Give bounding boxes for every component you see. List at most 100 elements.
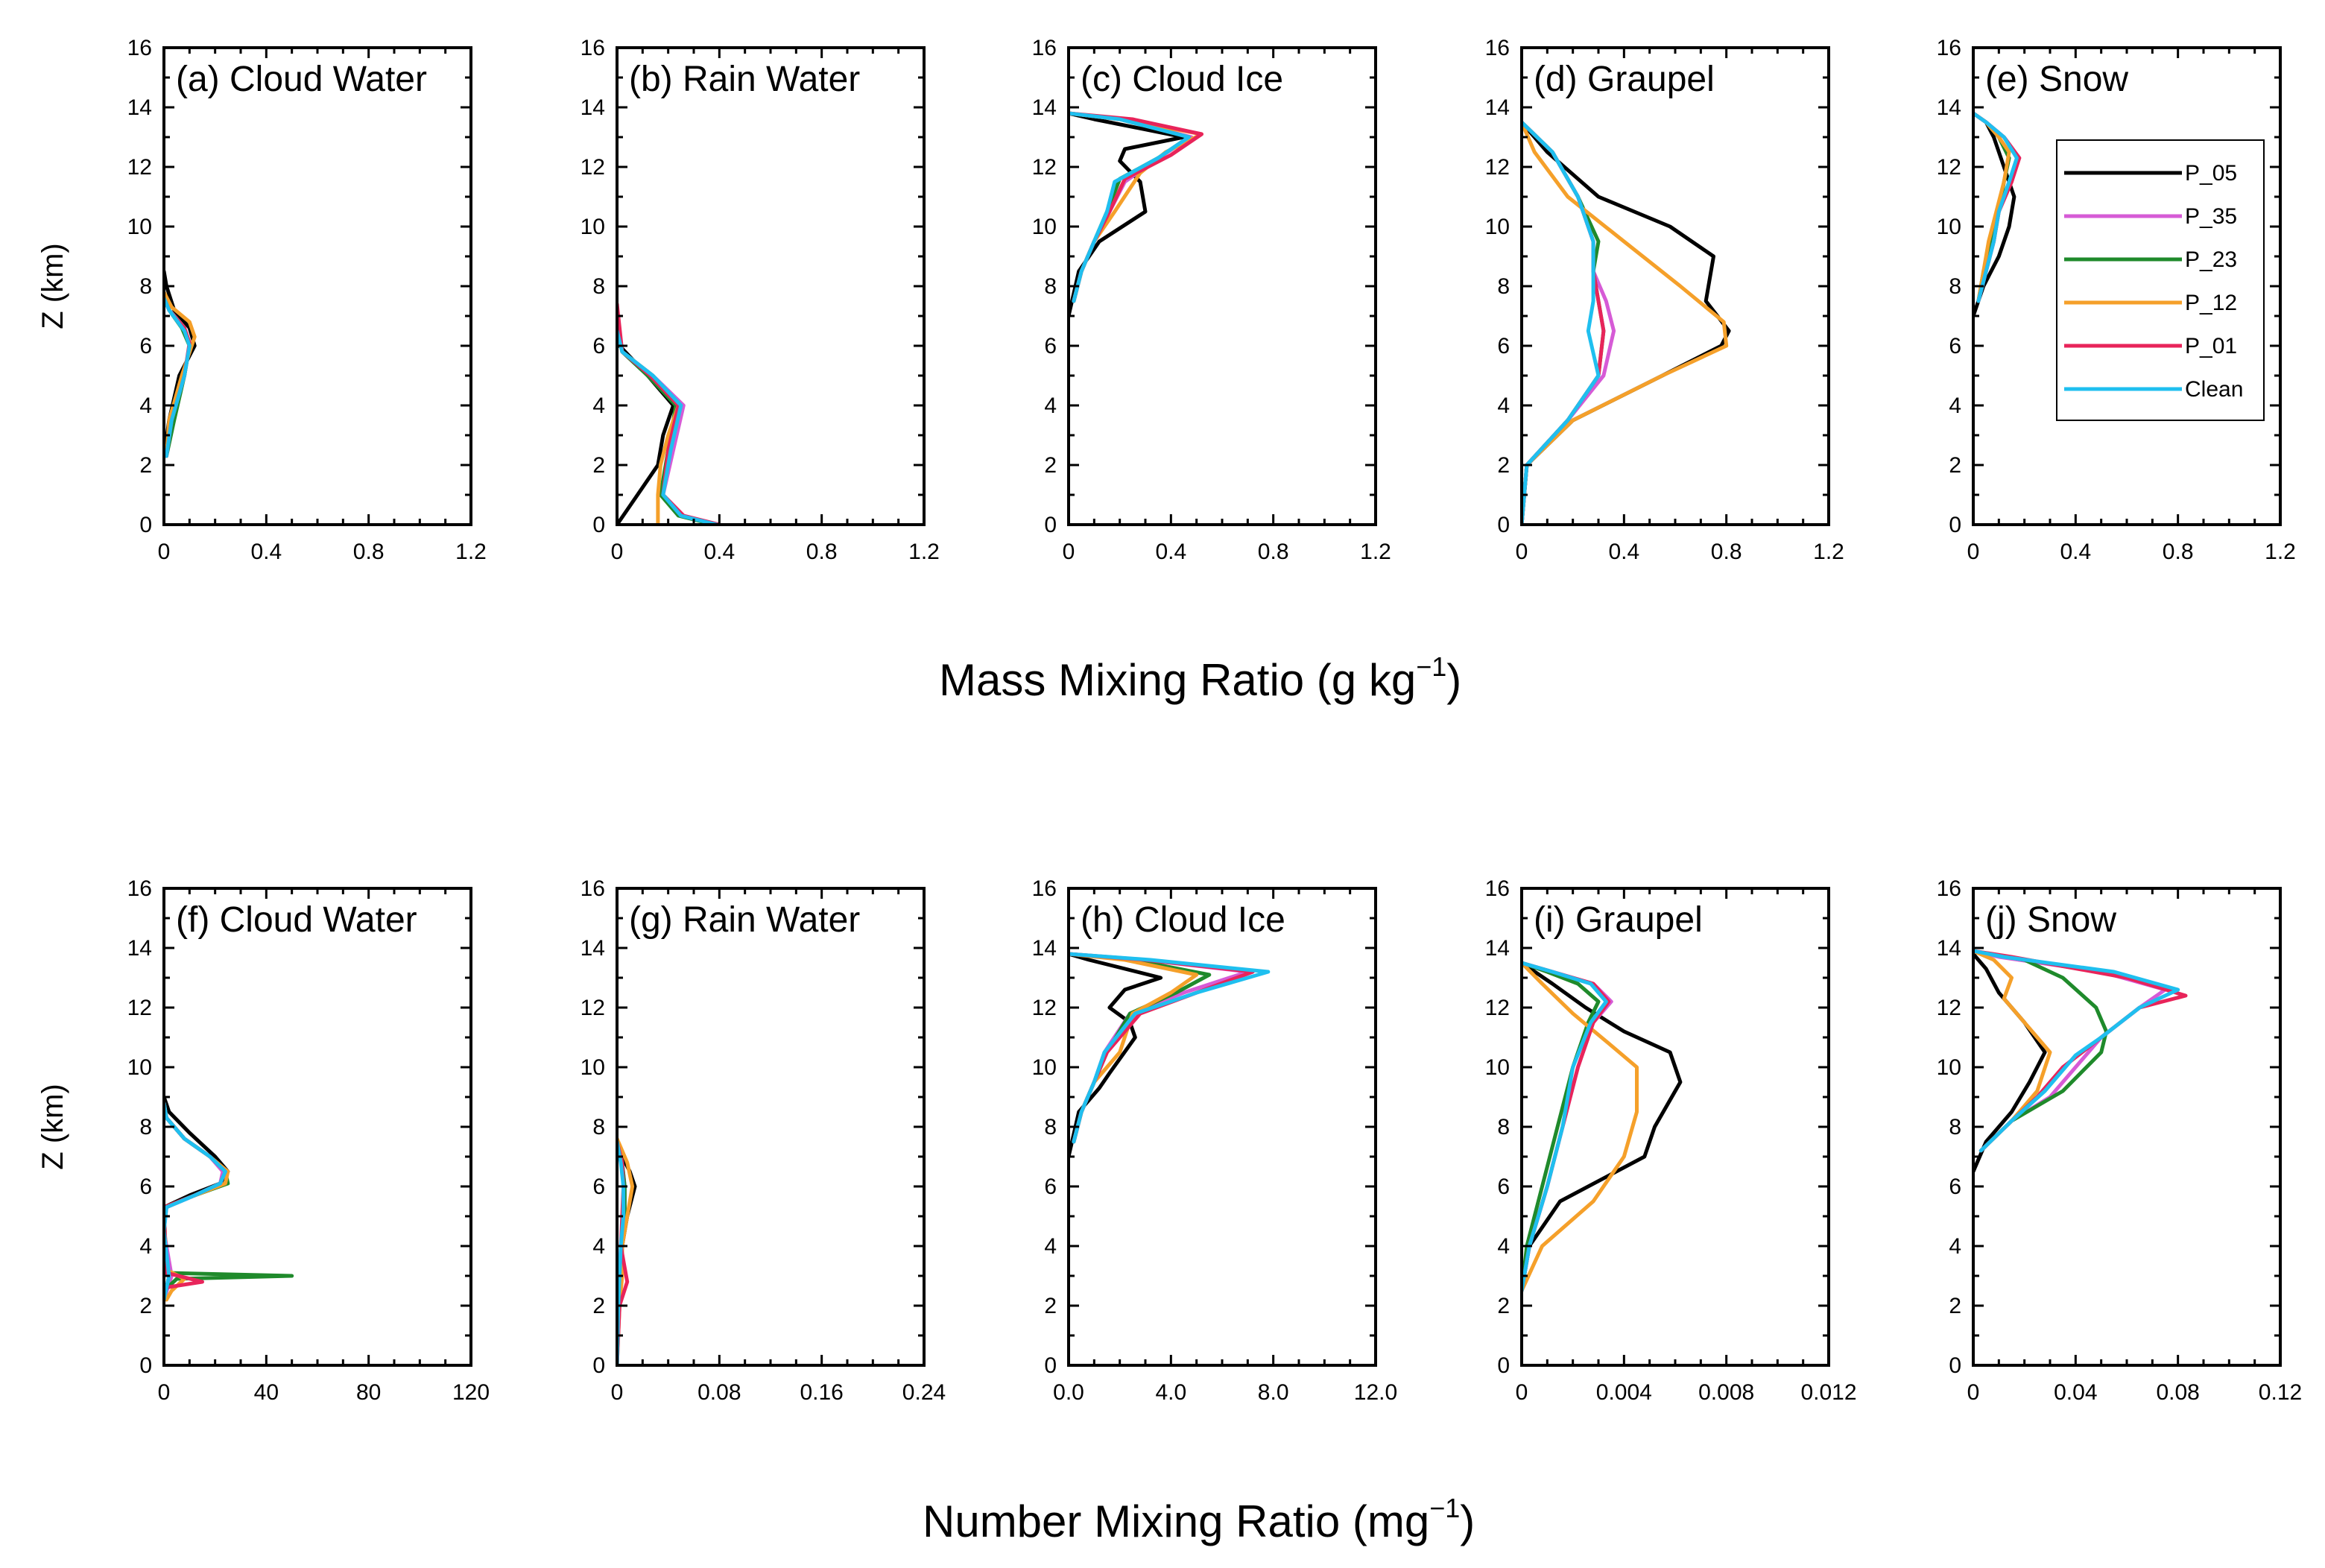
y-tick-label: 16 bbox=[581, 876, 605, 901]
series-group bbox=[1069, 111, 1203, 318]
y-tick-label: 8 bbox=[1044, 1115, 1057, 1139]
y-tick-label: 0 bbox=[592, 1353, 605, 1378]
panel-title: (b) Rain Water bbox=[629, 60, 860, 99]
x-tick-label: 1.2 bbox=[1813, 540, 1844, 564]
x-tick-label: 0 bbox=[611, 1380, 624, 1405]
series-clean-line bbox=[1069, 952, 1271, 1144]
x-tick-label: 40 bbox=[254, 1380, 279, 1405]
series-clean-line bbox=[1522, 961, 1608, 1293]
series-clean-line bbox=[1069, 111, 1191, 303]
x-tick-label: 0 bbox=[1967, 1380, 1980, 1405]
y-tick-label: 16 bbox=[1032, 876, 1057, 901]
y-tick-label: 8 bbox=[1949, 1115, 1961, 1139]
panel-title: (a) Cloud Water bbox=[176, 60, 427, 99]
y-tick-label: 14 bbox=[1485, 95, 1510, 120]
series-group bbox=[1069, 952, 1271, 1159]
y-tick-label: 12 bbox=[1937, 996, 1961, 1020]
x-tick-label: 0.8 bbox=[806, 540, 838, 564]
y-tick-label: 2 bbox=[1949, 453, 1961, 478]
series-group bbox=[617, 302, 721, 525]
y-tick-label: 0 bbox=[1949, 1353, 1961, 1378]
row1-xlabel-main: Mass Mixing Ratio (g kg bbox=[939, 655, 1416, 705]
series-p-12-line bbox=[1522, 120, 1729, 525]
y-tick-label: 10 bbox=[581, 1055, 605, 1080]
series-group bbox=[1973, 949, 2188, 1174]
x-tick-label: 1.2 bbox=[455, 540, 487, 564]
panels: 0 2 4 6 8 10 12 14 16 0 0.4 0.8 1.2 (a) Cloud Water 0 2… bbox=[127, 36, 2303, 1405]
x-tick-label: 1.2 bbox=[908, 540, 940, 564]
panel-i: 0 2 4 6 8 10 12 14 16 0 0.004 0.008 0.012 (i) Graupel bbox=[1485, 876, 1857, 1405]
y-tick-label: 4 bbox=[592, 1234, 605, 1259]
y-tick-label: 4 bbox=[592, 393, 605, 418]
x-tick-label: 1.2 bbox=[1360, 540, 1391, 564]
x-tick-label: 0.004 bbox=[1596, 1380, 1652, 1405]
y-tick-label: 0 bbox=[1044, 513, 1057, 537]
panel-title: (f) Cloud Water bbox=[176, 900, 417, 940]
y-tick-label: 14 bbox=[581, 936, 605, 961]
y-tick-label: 16 bbox=[1937, 36, 1961, 60]
x-tick-label: 0.04 bbox=[2054, 1380, 2097, 1405]
y-tick-label: 6 bbox=[1949, 334, 1961, 358]
series-p-12-line bbox=[164, 290, 197, 458]
panel-d: 0 2 4 6 8 10 12 14 16 0 0.4 0.8 1.2 (d) Graupel bbox=[1485, 36, 1844, 564]
x-tick-label: 0.4 bbox=[250, 540, 282, 564]
y-tick-label: 12 bbox=[127, 996, 152, 1020]
y-tick-label: 4 bbox=[1949, 393, 1961, 418]
legend-label: Clean bbox=[2185, 377, 2243, 402]
y-tick-label: 12 bbox=[581, 155, 605, 180]
panel-g: 0 2 4 6 8 10 12 14 16 0 0.08 0.16 0.24 (g) Rain Water bbox=[581, 876, 946, 1405]
x-tick-label: 0 bbox=[1516, 1380, 1528, 1405]
y-tick-label: 2 bbox=[1497, 1294, 1510, 1318]
x-tick-label: 8.0 bbox=[1258, 1380, 1289, 1405]
legend-label: P_23 bbox=[2185, 247, 2237, 272]
y-tick-label: 14 bbox=[1937, 936, 1961, 961]
series-group bbox=[1522, 961, 1683, 1293]
x-tick-label: 0 bbox=[1967, 540, 1980, 564]
x-tick-label: 80 bbox=[356, 1380, 381, 1405]
y-tick-label: 0 bbox=[1949, 513, 1961, 537]
y-tick-label: 16 bbox=[1937, 876, 1961, 901]
y-tick-label: 6 bbox=[1497, 1175, 1510, 1199]
y-tick-label: 14 bbox=[127, 95, 152, 120]
x-tick-label: 0.4 bbox=[1608, 540, 1639, 564]
y-tick-label: 2 bbox=[1497, 453, 1510, 478]
series-clean-line bbox=[617, 329, 719, 525]
y-tick-label: 14 bbox=[581, 95, 605, 120]
y-tick-label: 0 bbox=[139, 1353, 152, 1378]
y-tick-label: 0 bbox=[1044, 1353, 1057, 1378]
y-tick-label: 10 bbox=[127, 1055, 152, 1080]
legend-label: P_35 bbox=[2185, 204, 2237, 229]
x-tick-label: 1.2 bbox=[2265, 540, 2296, 564]
y-tick-label: 10 bbox=[1485, 215, 1510, 239]
panel-title: (g) Rain Water bbox=[629, 900, 860, 940]
x-tick-label: 120 bbox=[452, 1380, 490, 1405]
y-tick-label: 4 bbox=[1949, 1234, 1961, 1259]
y-tick-label: 0 bbox=[592, 513, 605, 537]
legend: P_05 P_35 P_23 P_12 P_01 Clean bbox=[2056, 139, 2265, 421]
plot-frame bbox=[1520, 887, 1830, 1367]
legend-item: P_35 bbox=[2064, 204, 2237, 229]
x-tick-label: 0.4 bbox=[703, 540, 735, 564]
x-tick-label: 0.08 bbox=[2156, 1380, 2199, 1405]
legend-item: Clean bbox=[2064, 377, 2243, 402]
legend-box bbox=[2056, 139, 2265, 421]
x-tick-label: 4.0 bbox=[1155, 1380, 1186, 1405]
y-tick-label: 10 bbox=[1485, 1055, 1510, 1080]
x-tick-label: 0.8 bbox=[2163, 540, 2194, 564]
x-tick-label: 0 bbox=[158, 540, 171, 564]
legend-item: P_12 bbox=[2064, 291, 2237, 315]
y-tick-label: 10 bbox=[1032, 1055, 1057, 1080]
series-p-05-line bbox=[1522, 961, 1683, 1293]
series-group bbox=[1973, 111, 2022, 318]
row2-xlabel-sup: −1 bbox=[1429, 1493, 1460, 1523]
y-tick-label: 16 bbox=[1485, 36, 1510, 60]
row2-xlabel-main: Number Mixing Ratio (mg bbox=[923, 1496, 1429, 1546]
series-group bbox=[617, 1137, 637, 1365]
panel-title: (c) Cloud Ice bbox=[1081, 60, 1283, 99]
legend-item: P_01 bbox=[2064, 334, 2237, 358]
y-tick-label: 8 bbox=[1497, 1115, 1510, 1139]
y-tick-label: 6 bbox=[592, 334, 605, 358]
y-tick-label: 16 bbox=[127, 876, 152, 901]
y-tick-label: 6 bbox=[1044, 334, 1057, 358]
panel-f: 0 2 4 6 8 10 12 14 16 0 40 80 120 (f) Cloud Water bbox=[127, 876, 490, 1405]
